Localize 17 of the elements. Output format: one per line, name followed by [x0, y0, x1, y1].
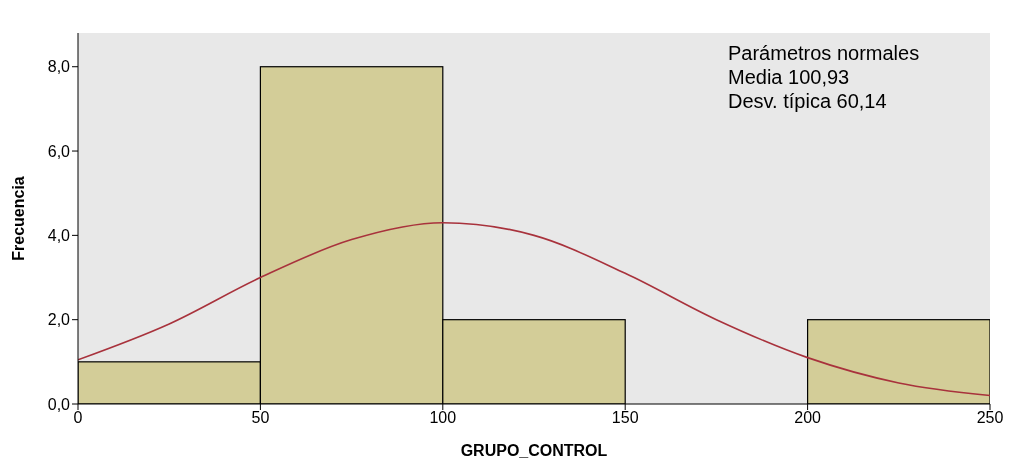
- annotation: Parámetros normales: [728, 41, 920, 65]
- x-tick-label: 250: [976, 409, 1004, 427]
- x-tick-label: 0: [73, 409, 83, 427]
- x-tick-label: 50: [251, 409, 270, 427]
- y-tick-label: 8,0: [47, 58, 71, 76]
- line-series: [78, 221, 990, 397]
- y-tick-label: 0,0: [47, 395, 71, 413]
- x-tick-label: 100: [429, 409, 457, 427]
- x-axis-title: GRUPO_CONTROL: [460, 442, 608, 459]
- y-tick-label: 2,0: [47, 311, 71, 329]
- y-axis-title: Frecuencia: [9, 176, 27, 261]
- annotation: Media 100,93: [728, 65, 851, 89]
- annotation: Desv. típica 60,14: [728, 89, 888, 113]
- y-tick-label: 4,0: [47, 227, 71, 245]
- x-tick-label: 200: [794, 409, 822, 427]
- x-tick-label: 150: [611, 409, 639, 427]
- y-tick-label: 6,0: [47, 142, 71, 160]
